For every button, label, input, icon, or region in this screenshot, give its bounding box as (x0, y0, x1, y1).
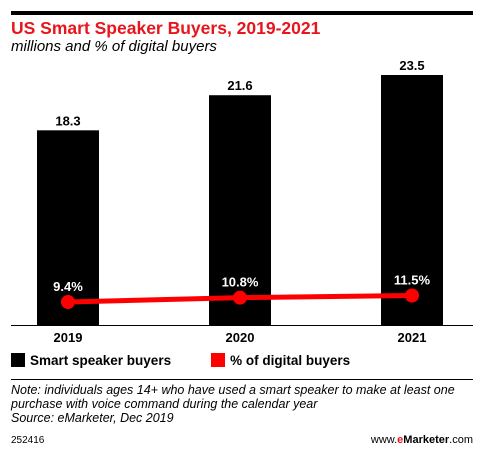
bar-2021 (381, 75, 443, 325)
brand-name: Marketer (403, 434, 450, 446)
chart-subtitle: millions and % of digital buyers (11, 38, 217, 55)
digital-buyers-label-2019: 9.4% (53, 279, 83, 294)
top-rule (11, 11, 473, 15)
note-block: Note: individuals ages 14+ who have used… (11, 383, 473, 425)
x-tick-2021: 2021 (398, 330, 427, 345)
legend-item-digital-buyers: % of digital buyers (211, 353, 350, 368)
legend: Smart speaker buyers % of digital buyers (11, 350, 350, 370)
brand-logo: www.eMarketer.com (371, 434, 473, 446)
brand-suffix: .com (449, 434, 473, 446)
note-text: Note: individuals ages 14+ who have used… (11, 383, 455, 411)
digital-buyers-point-2021 (405, 288, 419, 303)
legend-swatch-black (11, 353, 25, 367)
digital-buyers-point-2019 (61, 295, 75, 309)
bar-2020 (209, 95, 271, 325)
digital-buyers-label-2020: 10.8% (222, 275, 259, 290)
source-text: Source: eMarketer, Dec 2019 (11, 411, 174, 425)
legend-label-digital-buyers: % of digital buyers (230, 352, 351, 368)
chart-title: US Smart Speaker Buyers, 2019-2021 (11, 18, 321, 38)
bar-label-2019: 18.3 (55, 113, 80, 128)
chart-id: 252416 (11, 435, 45, 446)
x-tick-2020: 2020 (226, 330, 255, 345)
legend-item-smart-speaker-buyers: Smart speaker buyers (11, 353, 171, 368)
x-tick-2019: 2019 (54, 330, 83, 345)
bar-2019 (37, 130, 99, 325)
brand-prefix: www. (370, 434, 398, 446)
legend-label-smart-speaker-buyers: Smart speaker buyers (30, 352, 172, 368)
bar-label-2021: 23.5 (399, 58, 424, 73)
digital-buyers-point-2020 (233, 290, 247, 305)
legend-swatch-red (211, 353, 226, 367)
brand-e: e (397, 434, 404, 446)
bar-label-2020: 21.6 (227, 78, 252, 93)
digital-buyers-label-2021: 11.5% (394, 273, 431, 288)
note-divider (11, 379, 473, 380)
